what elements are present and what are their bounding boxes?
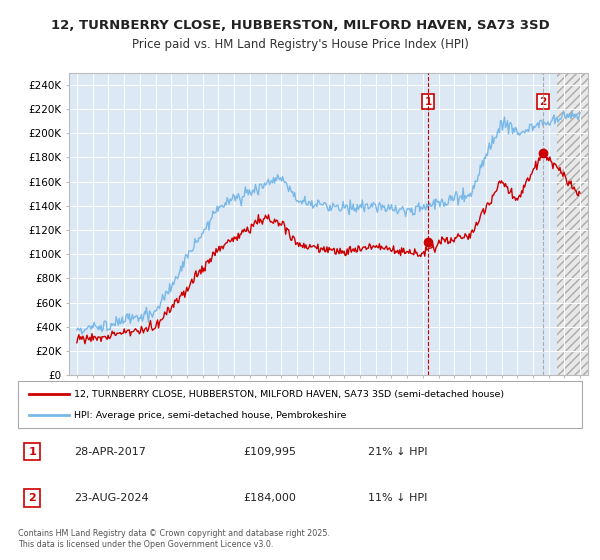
Text: £109,995: £109,995 [244, 446, 296, 456]
Text: 12, TURNBERRY CLOSE, HUBBERSTON, MILFORD HAVEN, SA73 3SD (semi-detached house): 12, TURNBERRY CLOSE, HUBBERSTON, MILFORD… [74, 390, 505, 399]
Text: 2: 2 [28, 493, 36, 503]
Text: 28-APR-2017: 28-APR-2017 [74, 446, 146, 456]
FancyBboxPatch shape [18, 381, 582, 428]
Bar [557, 73, 588, 375]
Text: 1: 1 [28, 446, 36, 456]
Text: £184,000: £184,000 [244, 493, 296, 503]
Text: HPI: Average price, semi-detached house, Pembrokeshire: HPI: Average price, semi-detached house,… [74, 410, 347, 419]
Text: 2: 2 [539, 97, 547, 107]
Text: Contains HM Land Registry data © Crown copyright and database right 2025.
This d: Contains HM Land Registry data © Crown c… [18, 529, 330, 549]
Text: Price paid vs. HM Land Registry's House Price Index (HPI): Price paid vs. HM Land Registry's House … [131, 38, 469, 52]
Text: 12, TURNBERRY CLOSE, HUBBERSTON, MILFORD HAVEN, SA73 3SD: 12, TURNBERRY CLOSE, HUBBERSTON, MILFORD… [50, 18, 550, 32]
Text: 1: 1 [424, 97, 431, 107]
Text: 11% ↓ HPI: 11% ↓ HPI [368, 493, 427, 503]
Bar [557, 73, 588, 375]
Text: 21% ↓ HPI: 21% ↓ HPI [368, 446, 427, 456]
Text: 23-AUG-2024: 23-AUG-2024 [74, 493, 149, 503]
